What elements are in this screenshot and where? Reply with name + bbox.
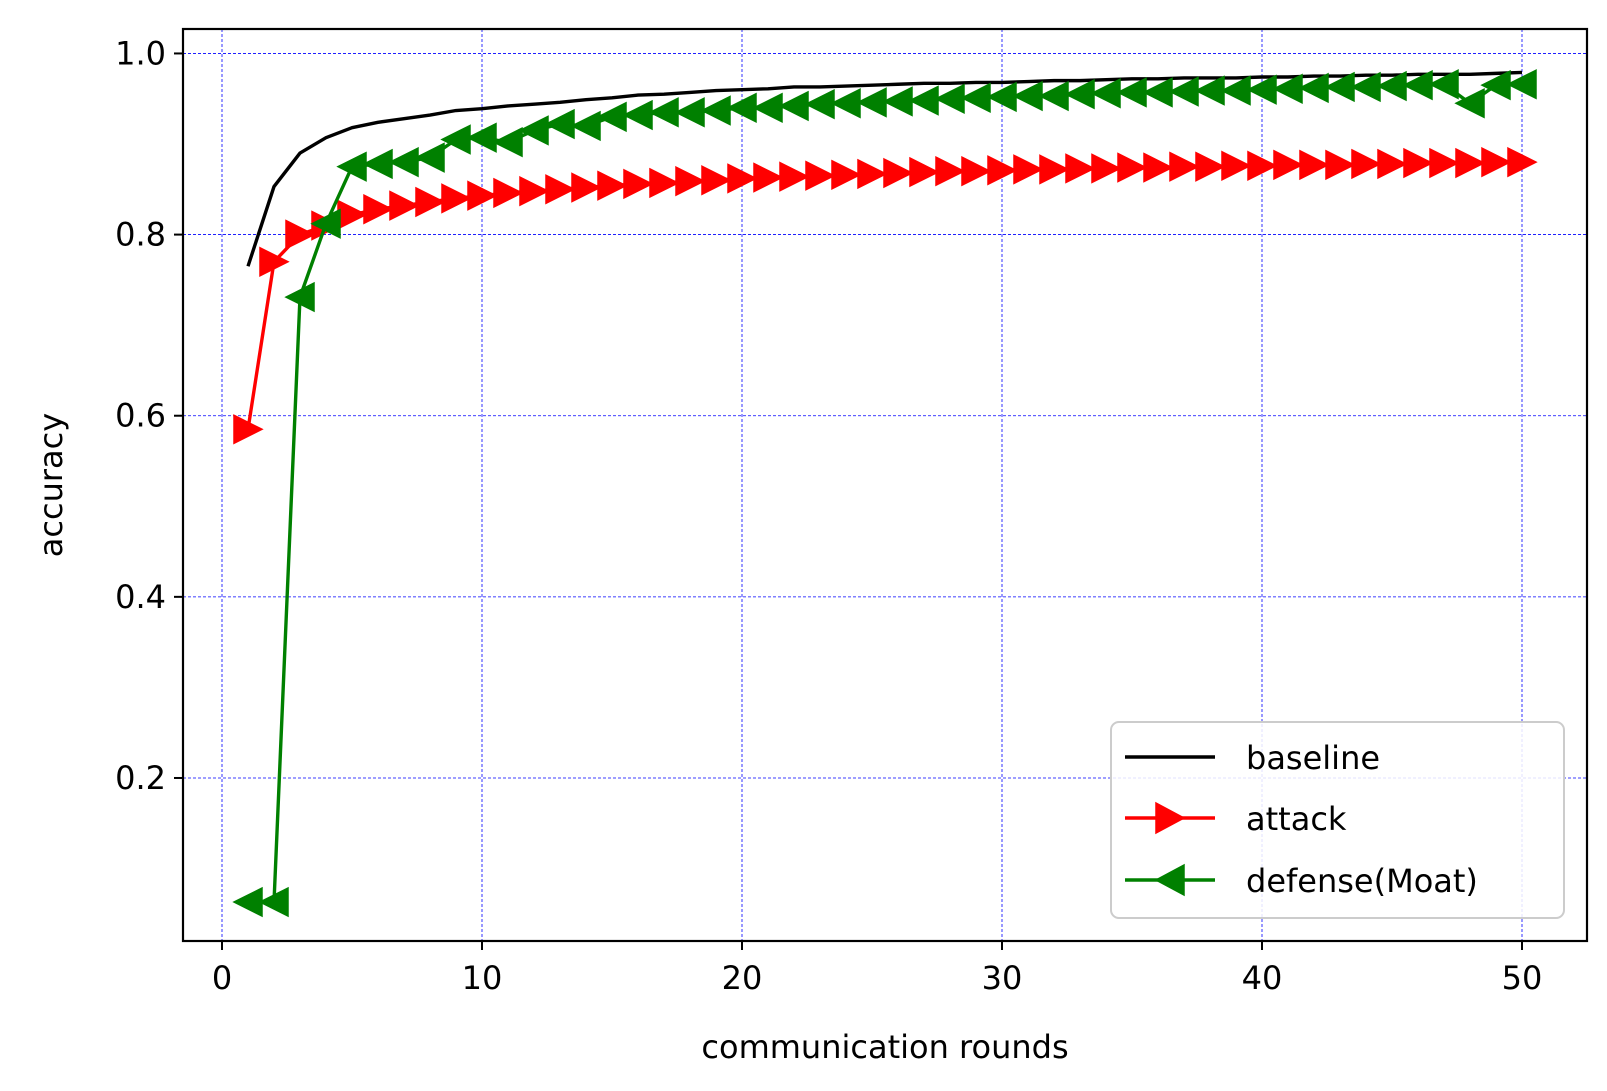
attack-point [519,175,550,207]
defense-moat-point [1454,88,1485,119]
attack-point [441,183,472,214]
attack-point [857,158,888,190]
attack-point [1325,149,1356,181]
attack-point [415,186,446,218]
legend-attack-label: attack [1246,800,1347,838]
attack-point [1143,152,1174,183]
attack-point [1507,146,1538,178]
attack-point [1091,153,1122,184]
attack-point [1403,147,1434,179]
attack-point [753,162,784,193]
y-axis-label: accuracy [32,413,70,557]
x-tick-label: 30 [982,959,1023,997]
attack-point [363,194,394,225]
attack-point [259,246,290,277]
attack-point [961,155,992,187]
attack-point [493,177,524,209]
attack-point [233,414,264,445]
defense-moat-point [622,99,653,131]
attack-point [883,157,914,189]
attack-point [1481,146,1512,178]
legend-baseline-label: baseline [1246,739,1380,777]
defense-moat-point [258,886,289,918]
y-tick-label: 0.2 [115,759,166,797]
attack-point [1169,151,1200,182]
attack-point [545,174,576,205]
x-tick-label: 0 [212,959,232,997]
axis-ticks: 0 10 20 30 40 50 0.2 0.4 0.6 0.8 1.0 [115,34,1542,997]
attack-point [1429,147,1460,179]
defense-moat-point [414,142,445,173]
attack-point [1455,147,1486,179]
y-tick-label: 0.8 [115,216,166,254]
defense-moat-point [1506,69,1537,100]
attack-point [805,160,836,191]
legend-box [1110,721,1565,919]
attack-point [389,190,420,221]
attack-point [909,156,940,188]
attack-point [779,161,810,192]
attack-point [1377,148,1408,180]
attack-point [701,165,732,196]
attack-point [1247,150,1278,181]
attack-point [1013,154,1044,185]
plot-frame [181,27,1589,943]
attack-point [1195,151,1226,182]
defense-moat-point [284,281,315,313]
series-attack [233,146,1538,445]
legend: baseline attack defense(Moat) [1110,721,1565,919]
defense-moat-point [700,95,731,126]
series-defense-moat [232,69,1537,918]
attack-point [1117,152,1148,183]
defense-moat-point [388,146,419,178]
series-lines [232,69,1538,918]
x-axis-label: communication rounds [701,1028,1068,1066]
attack-point [1273,149,1304,181]
defense-moat-point [518,115,549,146]
attack-point [623,168,654,200]
x-tick-label: 20 [722,959,763,997]
attack-point [597,170,628,201]
x-tick-label: 10 [462,959,503,997]
y-tick-label: 1.0 [115,34,166,72]
series-baseline [246,70,1523,267]
attack-point [649,167,680,199]
x-tick-label: 50 [1502,959,1543,997]
attack-point [675,165,706,197]
y-tick-label: 0.6 [115,397,166,435]
attack-point [467,180,498,211]
attack-point [571,172,602,203]
attack-point [831,159,862,191]
attack-point [285,219,316,250]
attack-point [987,155,1018,186]
defense-moat-point [336,151,367,182]
attack-point [1065,153,1096,184]
attack-point [1221,150,1252,181]
attack-point [727,163,758,194]
defense-moat-point [570,110,601,142]
baseline-line [246,70,1523,267]
attack-point [1039,154,1070,185]
legend-defense-label: defense(Moat) [1246,862,1478,900]
defense-moat-point [492,126,523,158]
attack-point [1299,149,1330,181]
defense-moat-point [310,208,341,239]
attack-point [935,155,966,187]
legend-attack-marker [1155,801,1186,835]
defense-moat-point [1428,69,1459,100]
y-tick-label: 0.4 [115,578,166,616]
legend-defense-marker [1154,863,1185,897]
x-tick-label: 40 [1242,959,1283,997]
defense-moat-point [466,122,497,153]
attack-point [1351,148,1382,180]
